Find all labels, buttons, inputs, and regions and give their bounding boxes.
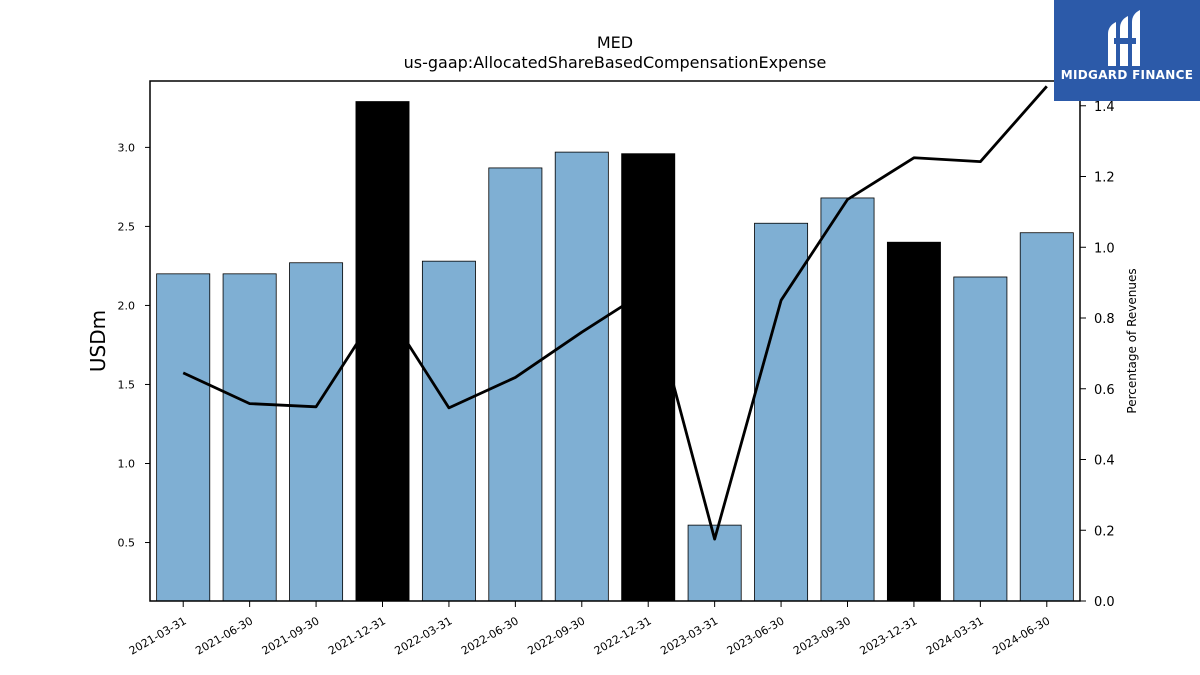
x-tick-label: 2021-03-31 bbox=[127, 614, 189, 657]
bar-2024-03-31 bbox=[953, 276, 1008, 602]
x-tick-label: 2022-09-30 bbox=[525, 614, 587, 657]
y-axis-right: 0.0 0.2 0.4 0.6 0.8 1.0 1.2 1.4 bbox=[1080, 100, 1115, 610]
y-right-tick-label: 1.2 bbox=[1094, 171, 1115, 186]
x-tick-label: 2021-06-30 bbox=[193, 614, 255, 657]
y-left-tick-label: 1.5 bbox=[118, 378, 136, 391]
bar-2022-03-31 bbox=[421, 260, 476, 602]
bar-2023-09-30 bbox=[820, 197, 875, 602]
x-tick-label: 2024-03-31 bbox=[924, 614, 986, 657]
bar-2021-09-30 bbox=[289, 262, 344, 602]
x-tick-label: 2023-06-30 bbox=[725, 614, 787, 657]
midgard-logo-icon bbox=[1108, 10, 1140, 66]
y-right-tick-label: 0.0 bbox=[1094, 595, 1115, 610]
x-axis: 2021-03-31 2021-06-30 2021-09-30 2021-12-31… bbox=[127, 601, 1052, 658]
bar-2021-03-31 bbox=[156, 273, 211, 602]
y-axis-left-label: USDm bbox=[86, 310, 110, 372]
x-tick-label: 2021-12-31 bbox=[326, 614, 388, 657]
y-left-tick-label: 3.0 bbox=[118, 141, 136, 154]
bar-2023-12-31 bbox=[886, 241, 941, 602]
y-axis-left: 0.5 1.0 1.5 2.0 2.5 3.0 bbox=[118, 141, 150, 550]
y-left-tick-label: 1.0 bbox=[118, 457, 136, 470]
x-tick-label: 2023-12-31 bbox=[858, 614, 920, 657]
y-right-tick-label: 1.0 bbox=[1094, 241, 1115, 256]
y-axis-right-label: Percentage of Revenues bbox=[1125, 268, 1139, 413]
line-series bbox=[182, 85, 1048, 541]
brand-logo: MIDGARD FINANCE bbox=[1054, 0, 1200, 101]
y-left-tick-label: 2.0 bbox=[118, 299, 136, 312]
y-right-tick-label: 0.4 bbox=[1094, 454, 1115, 469]
bar-2023-06-30 bbox=[754, 222, 809, 602]
y-right-tick-label: 0.8 bbox=[1094, 312, 1115, 327]
bar-2022-09-30 bbox=[554, 151, 609, 602]
revenue-percentage-line bbox=[182, 85, 1048, 541]
x-tick-label: 2023-03-31 bbox=[658, 614, 720, 657]
y-right-tick-label: 0.2 bbox=[1094, 524, 1115, 539]
bar-2024-06-30 bbox=[1019, 232, 1074, 602]
bar-series bbox=[156, 101, 1074, 602]
x-tick-label: 2023-09-30 bbox=[791, 614, 853, 657]
bar-2022-12-31 bbox=[621, 153, 676, 602]
x-tick-label: 2022-06-30 bbox=[459, 614, 521, 657]
plot-area-frame bbox=[149, 80, 1081, 602]
brand-logo-text: MIDGARD FINANCE bbox=[1060, 68, 1194, 82]
y-left-tick-label: 0.5 bbox=[118, 537, 136, 550]
bar-2021-06-30 bbox=[222, 273, 277, 602]
y-right-tick-label: 0.6 bbox=[1094, 383, 1115, 398]
y-right-tick-label: 1.4 bbox=[1094, 100, 1115, 115]
x-tick-label: 2021-09-30 bbox=[260, 614, 322, 657]
bar-2021-12-31 bbox=[355, 101, 410, 602]
x-tick-label: 2022-03-31 bbox=[393, 614, 455, 657]
x-tick-label: 2024-06-30 bbox=[990, 614, 1052, 657]
y-left-tick-label: 2.5 bbox=[118, 220, 136, 233]
x-tick-label: 2022-12-31 bbox=[592, 614, 654, 657]
chart-title: MED bbox=[597, 33, 633, 52]
chart-subtitle: us-gaap:AllocatedShareBasedCompensationE… bbox=[404, 53, 827, 72]
